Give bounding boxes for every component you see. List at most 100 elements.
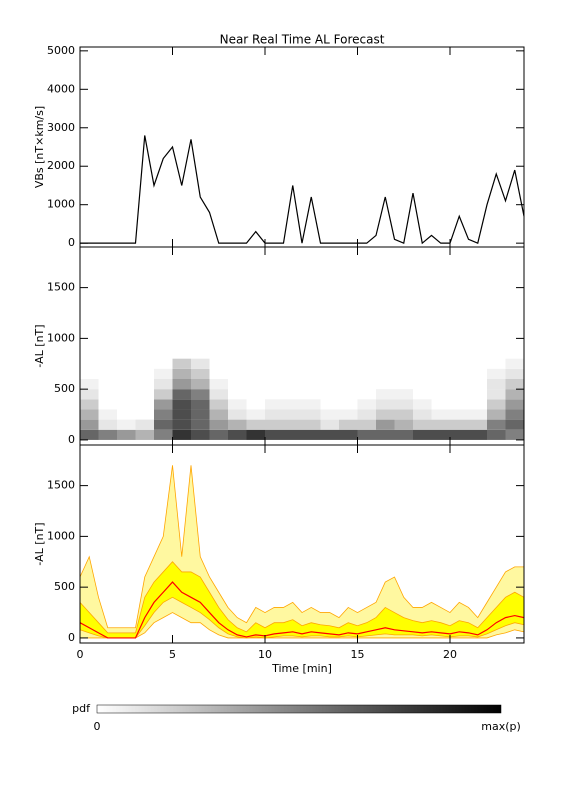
density-cell	[135, 419, 154, 430]
x-tick-label: 10	[258, 648, 272, 661]
density-cell	[505, 379, 524, 390]
density-cell	[431, 419, 450, 430]
density-cell	[209, 379, 228, 390]
density-cell	[339, 429, 358, 440]
density-cell	[487, 409, 506, 420]
y-tick-label: 0	[68, 631, 75, 644]
density-cell	[357, 399, 376, 410]
density-cell	[376, 429, 395, 440]
density-cell	[172, 399, 191, 410]
x-axis-label: Time [min]	[271, 662, 332, 675]
density-cell	[357, 429, 376, 440]
density-cell	[228, 399, 247, 410]
density-cell	[357, 419, 376, 430]
band-edge	[79, 561, 525, 634]
y-tick-label: 1500	[47, 479, 75, 492]
density-cell	[339, 409, 358, 420]
density-cell	[80, 429, 99, 440]
density-cell	[209, 389, 228, 400]
density-cell	[320, 419, 339, 430]
density-cell	[246, 419, 265, 430]
density-cell	[339, 419, 358, 430]
density-cell	[98, 429, 117, 440]
y-tick-label: 1000	[47, 198, 75, 211]
density-cell	[154, 399, 173, 410]
density-cell	[209, 429, 228, 440]
density-cell	[80, 389, 99, 400]
density-cell	[191, 379, 210, 390]
density-cell	[413, 429, 432, 440]
colorbar-label: pdf	[72, 702, 91, 715]
density-cell	[154, 429, 173, 440]
density-cell	[376, 389, 395, 400]
x-tick-label: 0	[77, 648, 84, 661]
density-cell	[394, 429, 413, 440]
density-cell	[357, 409, 376, 420]
chart-title: Near Real Time AL Forecast	[220, 33, 385, 47]
colorbar	[96, 704, 502, 714]
density-cell	[191, 399, 210, 410]
density-cell	[265, 429, 284, 440]
density-cell	[172, 379, 191, 390]
density-cell	[80, 419, 99, 430]
density-cell	[154, 379, 173, 390]
density-cell	[302, 399, 321, 410]
density-cell	[154, 368, 173, 379]
density-cell	[172, 419, 191, 430]
density-cell	[228, 419, 247, 430]
density-cell	[209, 399, 228, 410]
density-cell	[98, 419, 117, 430]
density-cell	[172, 368, 191, 379]
density-cell	[505, 419, 524, 430]
density-cell	[209, 419, 228, 430]
density-cell	[246, 409, 265, 420]
y-tick-label: 0	[68, 433, 75, 446]
density-cell	[468, 409, 487, 420]
density-cell	[228, 429, 247, 440]
plot-frame	[79, 444, 525, 644]
x-tick-label: 15	[351, 648, 365, 661]
density-cell	[413, 409, 432, 420]
density-cell	[209, 409, 228, 420]
density-cell	[80, 399, 99, 410]
density-cell	[283, 409, 302, 420]
density-cell	[302, 409, 321, 420]
density-cell	[98, 409, 117, 420]
density-cell	[394, 409, 413, 420]
density-cell	[505, 389, 524, 400]
density-cell	[191, 409, 210, 420]
density-cell	[487, 379, 506, 390]
band-edge	[79, 465, 524, 629]
density-cell	[413, 419, 432, 430]
density-cell	[431, 429, 450, 440]
density-cell	[376, 399, 395, 410]
density-cell	[246, 429, 265, 440]
density-cell	[117, 429, 136, 440]
density-cell	[80, 379, 99, 390]
density-cell	[487, 419, 506, 430]
y-tick-label: 1000	[47, 529, 75, 542]
density-cell	[80, 409, 99, 420]
density-cell	[413, 399, 432, 410]
density-cell	[505, 399, 524, 410]
density-cell	[468, 429, 487, 440]
y-axis-label: -AL [nT]	[33, 522, 46, 565]
density-cell	[320, 409, 339, 420]
density-cell	[265, 399, 284, 410]
density-cell	[487, 429, 506, 440]
density-cell	[172, 429, 191, 440]
density-cell	[172, 409, 191, 420]
density-cell	[154, 389, 173, 400]
y-tick-label: 5000	[47, 44, 75, 57]
y-tick-label: 1500	[47, 281, 75, 294]
density-cell	[283, 399, 302, 410]
density-cell	[394, 419, 413, 430]
density-cell	[228, 409, 247, 420]
density-cell	[450, 419, 469, 430]
density-cell	[431, 409, 450, 420]
density-cell	[505, 429, 524, 440]
density-cell	[468, 419, 487, 430]
colorbar-min: 0	[94, 720, 101, 733]
density-cell	[376, 409, 395, 420]
